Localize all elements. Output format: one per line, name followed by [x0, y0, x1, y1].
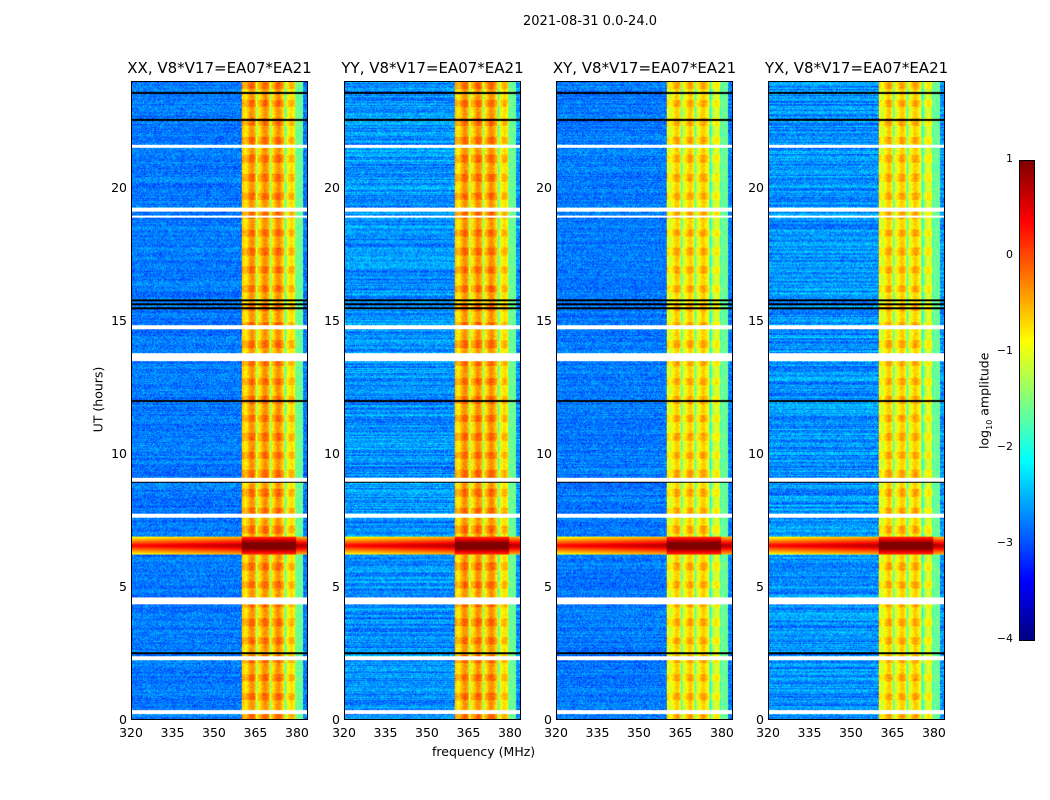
y-tick-label: 0 — [756, 712, 764, 727]
x-tick-label: 380 — [922, 725, 946, 740]
panel-title: XX, V8*V17=EA07*EA21 — [127, 59, 312, 77]
x-tick-label: 335 — [373, 725, 398, 740]
x-tick-label: 380 — [285, 725, 309, 740]
x-tick-label: 350 — [202, 725, 226, 740]
figure-title: 2021-08-31 0.0-24.0 — [523, 14, 657, 29]
waterfall-panel — [344, 81, 521, 720]
x-tick-label: 365 — [668, 725, 693, 740]
panel-title: YX, V8*V17=EA07*EA21 — [764, 59, 949, 77]
panel-title: XY, V8*V17=EA07*EA21 — [552, 59, 737, 77]
y-tick-label: 5 — [119, 578, 127, 594]
heatmap-image — [557, 82, 732, 719]
y-tick-label: 10 — [111, 445, 127, 461]
x-tick-label: 365 — [243, 725, 268, 740]
y-tick-label: 10 — [748, 445, 764, 461]
y-tick-label: 10 — [536, 445, 552, 461]
y-tick-label: 15 — [536, 312, 552, 328]
x-tick-label: 350 — [627, 725, 651, 740]
x-tick-label: 335 — [797, 725, 822, 740]
colorbar-label: log10 amplitude — [976, 352, 994, 449]
x-tick-label: 350 — [839, 725, 863, 740]
y-tick-label: 15 — [748, 312, 764, 328]
heatmap-image — [769, 82, 944, 719]
y-tick-label: 15 — [324, 312, 340, 328]
x-tick-label: 350 — [415, 725, 439, 740]
heatmap-image — [132, 82, 307, 719]
y-tick-label: 20 — [536, 179, 552, 195]
panel-title: YY, V8*V17=EA07*EA21 — [341, 59, 524, 77]
x-tick-label: 365 — [456, 725, 481, 740]
waterfall-panel — [768, 81, 945, 720]
y-tick-label: 5 — [544, 578, 552, 594]
y-tick-label: 15 — [111, 312, 127, 328]
colorbar-tick-label: −2 — [996, 440, 1013, 453]
x-tick-label: 380 — [710, 725, 734, 740]
colorbar-tick-label: −4 — [996, 632, 1013, 645]
colorbar-tick-label: 1 — [1006, 152, 1013, 165]
y-tick-label: 5 — [332, 578, 340, 594]
x-tick-label: 335 — [160, 725, 185, 740]
x-tick-label: 320 — [332, 725, 356, 740]
waterfall-panel — [131, 81, 308, 720]
x-axis-label: frequency (MHz) — [432, 744, 536, 759]
y-axis-label: UT (hours) — [90, 366, 106, 433]
x-tick-label: 365 — [880, 725, 905, 740]
x-tick-label: 380 — [498, 725, 522, 740]
y-tick-label: 20 — [748, 179, 764, 195]
y-tick-label: 10 — [324, 445, 340, 461]
y-tick-label: 20 — [111, 179, 127, 195]
x-tick-label: 320 — [119, 725, 143, 740]
x-tick-label: 320 — [544, 725, 568, 740]
y-tick-label: 0 — [332, 712, 340, 727]
y-tick-label: 0 — [119, 712, 127, 727]
colorbar-tick-label: −1 — [996, 344, 1013, 357]
x-tick-label: 335 — [585, 725, 610, 740]
colorbar-gradient — [1020, 161, 1034, 640]
y-tick-label: 0 — [544, 712, 552, 727]
heatmap-image — [345, 82, 520, 719]
waterfall-panel — [556, 81, 733, 720]
y-tick-label: 5 — [756, 578, 764, 594]
colorbar-tick-label: 0 — [1006, 248, 1013, 261]
colorbar-tick-label: −3 — [996, 536, 1013, 549]
colorbar — [1019, 160, 1035, 641]
y-tick-label: 20 — [324, 179, 340, 195]
x-tick-label: 320 — [756, 725, 780, 740]
